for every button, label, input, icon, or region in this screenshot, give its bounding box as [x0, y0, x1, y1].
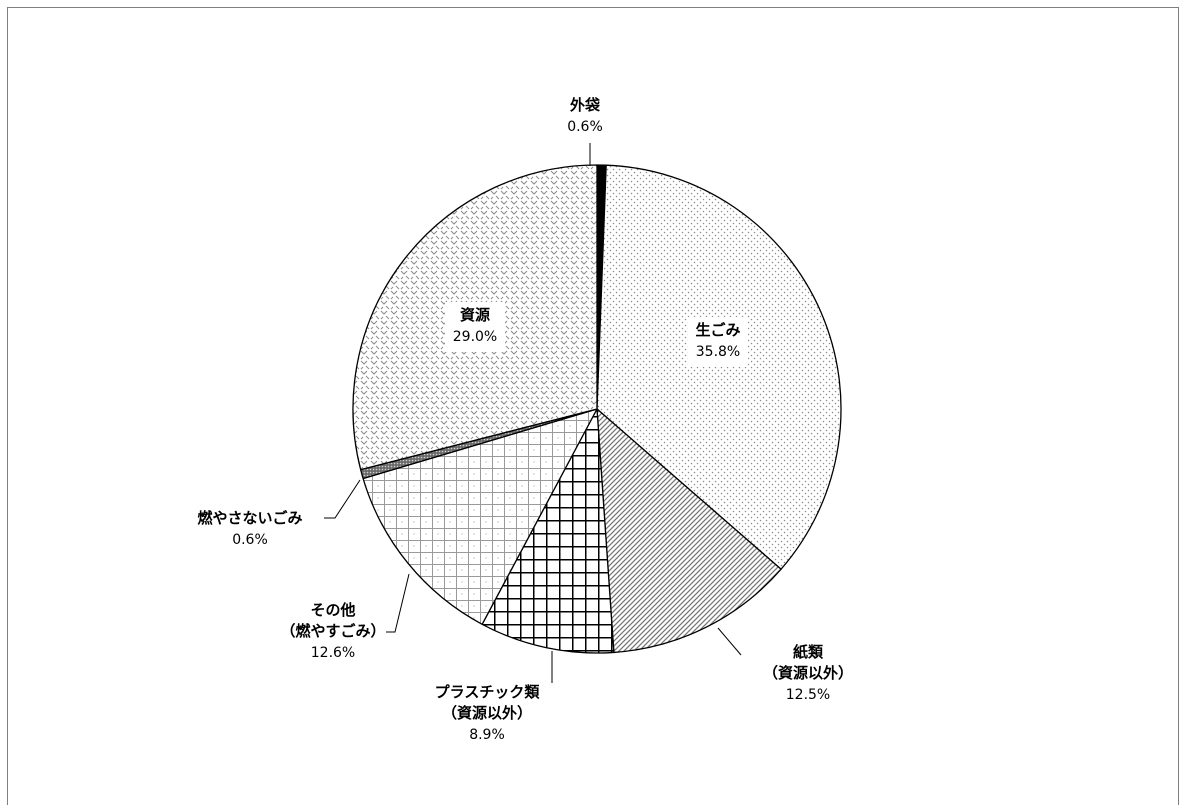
label-background-6 — [445, 302, 505, 352]
leader-line-2 — [717, 627, 742, 656]
pie-slice-3 — [481, 408, 615, 654]
slice-percent-2: 12.5% — [786, 687, 830, 703]
slice-name-4-0: その他 — [310, 601, 355, 619]
pie-slice-2 — [596, 408, 782, 654]
slice-percent-1: 35.8% — [696, 344, 740, 360]
pie-slice-1 — [596, 164, 842, 570]
slice-name-1-0: 生ごみ — [695, 321, 740, 339]
slice-name-5-0: 燃やさないごみ — [197, 509, 302, 527]
slice-name-3-1: （資源以外） — [442, 704, 532, 722]
slice-percent-4: 12.6% — [311, 645, 355, 661]
leader-line-4 — [386, 573, 410, 633]
slice-percent-3: 8.9% — [469, 727, 505, 743]
slice-percent-5: 0.6% — [232, 532, 268, 548]
slice-name-2-1: （資源以外） — [763, 664, 853, 682]
leader-line-5 — [324, 479, 361, 519]
slice-percent-0: 0.6% — [567, 119, 603, 135]
slice-name-4-1: （燃やすごみ） — [280, 622, 385, 640]
slice-name-3-0: プラスチック類 — [435, 683, 541, 701]
slice-percent-6: 29.0% — [453, 329, 497, 345]
pie-slice-4 — [362, 408, 598, 625]
slice-name-0-0: 外袋 — [569, 96, 601, 114]
label-background-1 — [688, 317, 748, 367]
slice-name-2-0: 紙類 — [793, 643, 824, 661]
slice-name-6-0: 資源 — [460, 306, 490, 324]
